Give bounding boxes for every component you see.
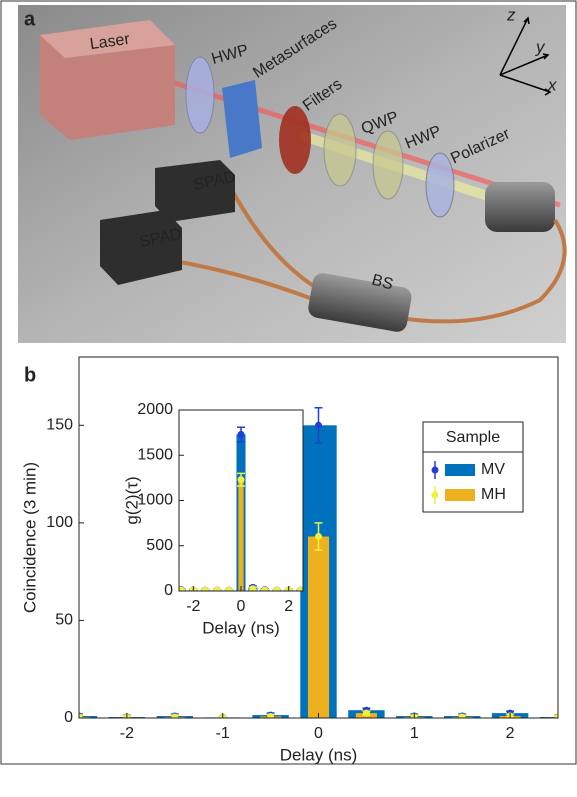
y-tick-label: 500 (146, 537, 173, 554)
x-tick-label: 0 (237, 598, 246, 615)
legend-title: Sample (446, 429, 500, 446)
legend-swatch (445, 489, 475, 501)
y-tick-label: 0 (64, 709, 73, 726)
marker (267, 713, 274, 720)
polarizer-optic (426, 153, 454, 217)
y-tick-label: 2000 (137, 401, 173, 418)
x-tick-label: -1 (216, 725, 230, 742)
marker (315, 422, 322, 429)
coupler (485, 182, 555, 232)
marker (363, 710, 370, 717)
y-tick-label: 50 (55, 612, 73, 629)
marker (171, 714, 178, 721)
panel-b: 0 50 100 150 -2 -1 0 1 2 Delay (ns) Coincidence (3… (20, 357, 576, 764)
panel-label: a (24, 8, 36, 30)
x-tick-label: 1 (410, 725, 419, 742)
x-tick-label: -2 (120, 725, 134, 742)
hwp-optic-2 (373, 131, 403, 199)
y-axis-label: g(2)(τ) (122, 476, 141, 524)
marker (459, 714, 466, 721)
x-tick-label: 2 (506, 725, 515, 742)
x-tick-label: 0 (314, 725, 323, 742)
marker (238, 431, 245, 438)
legend-marker (432, 467, 439, 474)
y-tick-label: 1500 (137, 446, 173, 463)
bar (308, 537, 329, 718)
y-tick-label: 0 (164, 582, 173, 599)
marker (238, 476, 245, 483)
y-axis-label: Coincidence (3 min) (20, 462, 39, 613)
legend-swatch (445, 464, 475, 476)
legend-marker (432, 492, 439, 499)
x-tick-label: -2 (186, 598, 200, 615)
y-tick-label: 1000 (137, 492, 173, 509)
legend-label: MH (481, 486, 506, 503)
x-tick-label: 2 (284, 598, 293, 615)
filter-optic (279, 106, 311, 174)
marker (315, 533, 322, 540)
x-axis-label: Delay (ns) (280, 745, 357, 764)
panel-label: b (24, 364, 36, 386)
hwp-optic (186, 57, 214, 133)
legend-label: MV (481, 461, 505, 478)
y-tick-label: 150 (46, 417, 73, 434)
y-tick-label: 100 (46, 514, 73, 531)
x-axis-label: Delay (ns) (202, 618, 279, 637)
qwp-optic (324, 114, 356, 186)
bar (238, 480, 243, 591)
axis-label: y (535, 37, 546, 56)
axis-label: x (547, 75, 557, 94)
axis-label: z (506, 5, 516, 24)
